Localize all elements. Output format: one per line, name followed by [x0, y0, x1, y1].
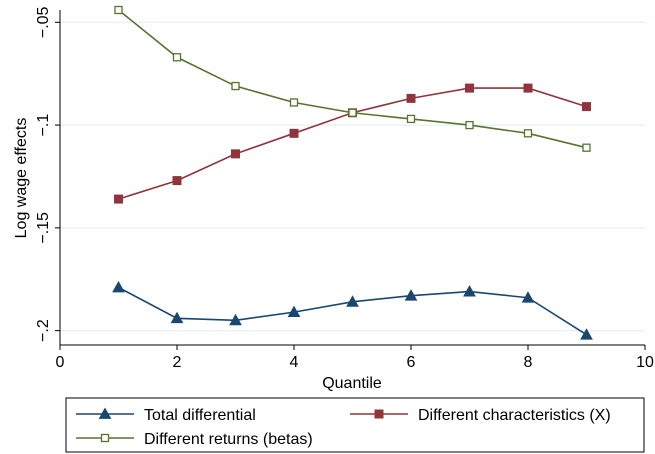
data-point [346, 295, 359, 307]
x-axis-ticks: 0 2 4 6 8 10 [56, 345, 654, 371]
y-tick-label: −.15 [35, 212, 52, 244]
x-axis-title: Quantile [322, 375, 382, 392]
data-point [580, 328, 593, 340]
data-point [289, 128, 299, 138]
data-point [114, 5, 123, 15]
data-point [463, 285, 476, 297]
x-tick-label: 0 [56, 354, 65, 371]
data-point [231, 149, 240, 159]
series-layer [112, 5, 593, 340]
data-point [172, 176, 182, 186]
legend-marker [100, 433, 110, 443]
x-tick-label: 10 [636, 354, 654, 371]
data-point [114, 194, 123, 204]
legend-label: Different characteristics (X) [418, 407, 611, 424]
y-tick-label: −.1 [35, 114, 52, 137]
x-tick-label: 2 [173, 354, 182, 371]
y-tick-label: −.2 [35, 319, 52, 342]
data-point [287, 305, 301, 318]
data-point [231, 81, 240, 91]
y-axis-title: Log wage effects [13, 118, 30, 239]
legend-marker [374, 409, 384, 419]
y-axis-ticks: −.05 −.1 −.15 −.2 [35, 6, 60, 342]
data-point [406, 93, 416, 103]
data-point [348, 108, 357, 117]
legend-label: Total differential [144, 407, 256, 424]
data-point [406, 114, 416, 124]
x-tick-label: 8 [524, 354, 533, 371]
data-point [465, 83, 474, 93]
x-tick-label: 6 [407, 354, 416, 371]
data-point [465, 120, 474, 130]
data-point [404, 289, 418, 301]
data-point [521, 291, 535, 303]
x-tick-label: 4 [290, 354, 299, 371]
data-point [523, 129, 533, 138]
data-point [112, 280, 125, 293]
legend: Total differential Different characterist… [76, 407, 611, 448]
gridlines [60, 21, 645, 332]
y-tick-label: −.05 [35, 6, 52, 38]
data-point [582, 143, 591, 152]
data-point [582, 102, 591, 112]
data-point [229, 313, 242, 326]
legend-box [65, 397, 645, 453]
data-point [172, 53, 182, 62]
legend-item: Different returns (betas) [76, 431, 313, 448]
data-point [523, 83, 533, 93]
data-point [289, 98, 299, 107]
series-group [114, 5, 591, 152]
legend-label: Different returns (betas) [144, 431, 313, 448]
legend-item: Different characteristics (X) [350, 407, 611, 424]
legend-marker [98, 407, 112, 419]
legend-item: Total differential [76, 407, 256, 424]
series-group [112, 280, 593, 340]
data-point [170, 311, 184, 324]
